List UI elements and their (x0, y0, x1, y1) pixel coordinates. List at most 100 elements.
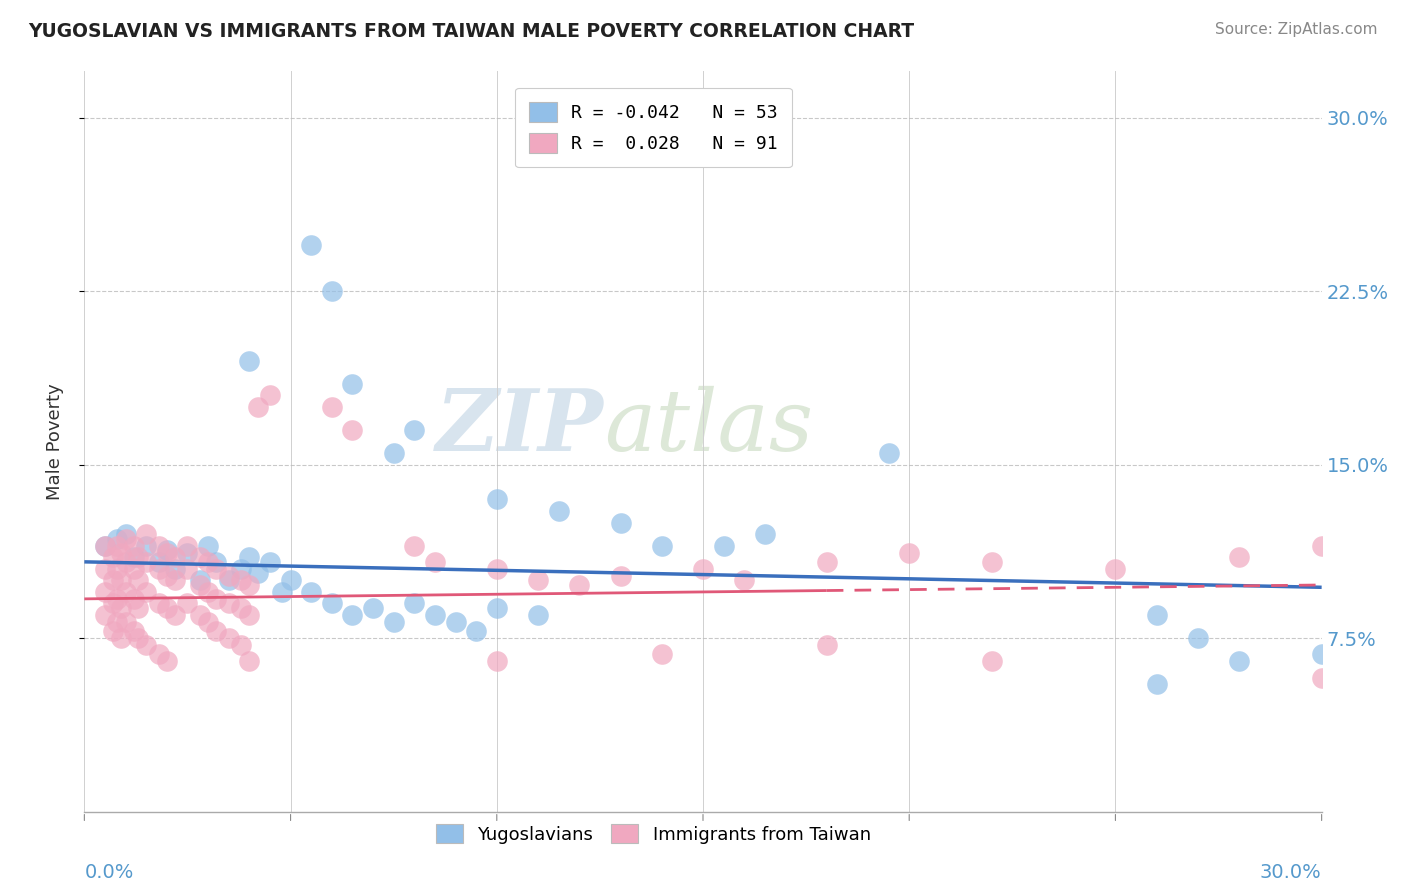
Point (165, 562, 187, 576)
Point (176, 597, 198, 611)
Point (815, 555, 838, 569)
Point (218, 568, 240, 582)
Point (148, 555, 170, 569)
Point (1146, 608, 1168, 623)
Text: 0.0%: 0.0% (84, 863, 134, 881)
Point (361, 601, 384, 615)
Point (110, 631, 132, 645)
Point (135, 527, 157, 541)
Point (299, 238, 322, 252)
Point (229, 574, 252, 588)
Point (94, 608, 117, 623)
Point (103, 574, 125, 588)
Point (197, 555, 219, 569)
Text: Source: ZipAtlas.com: Source: ZipAtlas.com (1215, 22, 1378, 37)
Point (94, 562, 117, 576)
Point (105, 591, 128, 606)
Point (485, 601, 508, 615)
Point (114, 585, 136, 599)
Point (1104, 562, 1126, 576)
Text: ZIP: ZIP (436, 385, 605, 468)
Point (156, 601, 179, 615)
Point (259, 555, 281, 569)
Point (148, 648, 170, 662)
Point (321, 400, 343, 414)
Point (692, 562, 714, 576)
Point (114, 532, 136, 546)
Point (103, 597, 125, 611)
Point (188, 608, 211, 623)
Point (404, 597, 426, 611)
Point (1146, 677, 1168, 691)
Point (103, 624, 125, 639)
Point (148, 562, 170, 576)
Point (122, 539, 145, 553)
Point (105, 539, 128, 553)
Point (246, 400, 269, 414)
Legend: Yugoslavians, Immigrants from Taiwan: Yugoslavians, Immigrants from Taiwan (429, 816, 879, 851)
Point (188, 550, 211, 565)
Point (815, 638, 838, 652)
Point (188, 578, 211, 592)
Point (238, 654, 260, 668)
Point (280, 574, 302, 588)
Point (205, 624, 228, 639)
Point (547, 504, 569, 518)
Point (609, 568, 631, 582)
Point (135, 585, 157, 599)
Point (238, 353, 260, 368)
Point (651, 539, 673, 553)
Point (299, 585, 322, 599)
Point (176, 545, 198, 560)
Point (1227, 654, 1250, 668)
Point (568, 578, 591, 592)
Point (342, 376, 364, 391)
Point (485, 492, 508, 507)
Point (1227, 550, 1250, 565)
Point (156, 543, 179, 558)
Point (423, 555, 446, 569)
Point (197, 539, 219, 553)
Point (205, 562, 228, 576)
Point (135, 638, 157, 652)
Point (218, 574, 240, 588)
Point (127, 631, 149, 645)
Point (651, 648, 673, 662)
Point (238, 550, 260, 565)
Point (103, 550, 125, 565)
Point (165, 550, 187, 565)
Point (609, 516, 631, 530)
Point (148, 597, 170, 611)
Point (165, 574, 187, 588)
Point (1393, 555, 1406, 569)
Point (404, 423, 426, 437)
Point (259, 388, 281, 402)
Point (238, 608, 260, 623)
Point (110, 601, 132, 615)
Point (218, 631, 240, 645)
Point (423, 608, 446, 623)
Point (127, 601, 149, 615)
Point (94, 539, 117, 553)
Point (271, 585, 294, 599)
Point (485, 654, 508, 668)
Point (156, 545, 179, 560)
Point (733, 574, 755, 588)
Point (135, 555, 157, 569)
Point (176, 539, 198, 553)
Point (218, 597, 240, 611)
Point (105, 532, 128, 546)
Point (1187, 631, 1209, 645)
Y-axis label: Male Poverty: Male Poverty (45, 384, 63, 500)
Text: 30.0%: 30.0% (1260, 863, 1322, 881)
Point (382, 446, 405, 460)
Point (110, 545, 132, 560)
Point (980, 654, 1002, 668)
Point (238, 578, 260, 592)
Point (127, 550, 149, 565)
Point (197, 585, 219, 599)
Text: YUGOSLAVIAN VS IMMIGRANTS FROM TAIWAN MALE POVERTY CORRELATION CHART: YUGOSLAVIAN VS IMMIGRANTS FROM TAIWAN MA… (28, 22, 914, 41)
Point (205, 591, 228, 606)
Point (122, 591, 145, 606)
Point (188, 574, 211, 588)
